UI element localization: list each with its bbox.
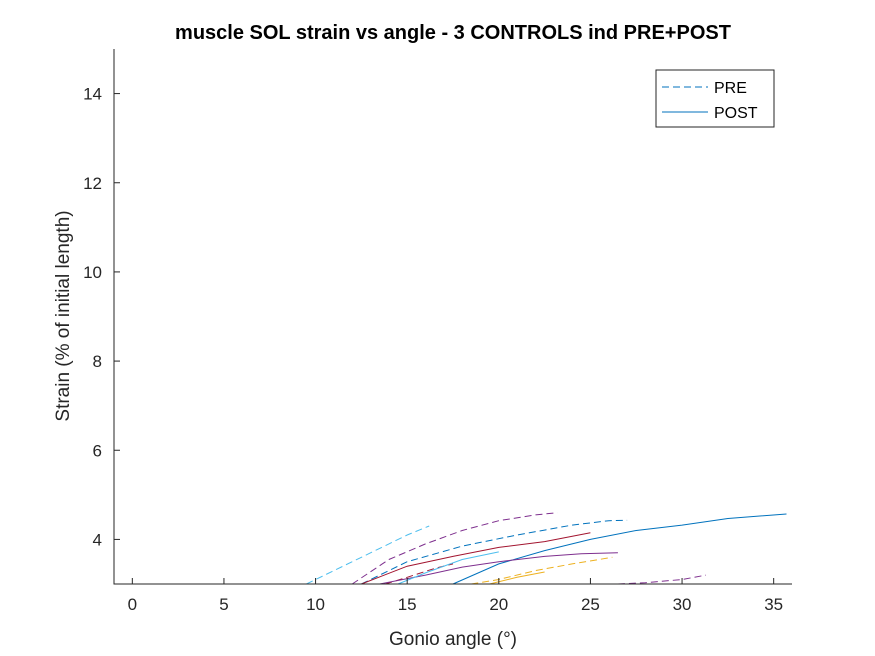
x-tick-label: 20 xyxy=(489,595,508,614)
series-line-post-7 xyxy=(361,532,591,585)
series-line-pre-3 xyxy=(471,556,613,585)
y-axis-ticks: 4 6 8 10 12 14 xyxy=(83,85,120,549)
chart-title: muscle SOL strain vs angle - 3 CONTROLS … xyxy=(175,22,731,44)
x-tick-label: 10 xyxy=(306,595,325,614)
y-tick-label: 14 xyxy=(83,85,102,104)
x-axis-ticks: 0 5 10 15 20 25 30 35 xyxy=(128,578,783,614)
plot-series-group xyxy=(306,512,787,585)
x-tick-label: 35 xyxy=(764,595,783,614)
series-line-pre-1 xyxy=(351,512,558,585)
legend: PRE POST xyxy=(655,69,775,128)
series-line-post-10 xyxy=(397,551,499,585)
series-line-post-8 xyxy=(379,552,618,585)
legend-box xyxy=(655,69,775,128)
y-tick-label: 8 xyxy=(93,352,102,371)
y-axis-label: Strain (% of initial length) xyxy=(53,210,74,421)
x-axis-label: Gonio angle (°) xyxy=(389,629,517,650)
x-tick-label: 5 xyxy=(219,595,228,614)
x-tick-label: 0 xyxy=(128,595,137,614)
series-line-pre-2 xyxy=(361,519,628,585)
x-tick-label: 25 xyxy=(581,595,600,614)
y-tick-label: 10 xyxy=(83,263,102,282)
x-tick-label: 30 xyxy=(673,595,692,614)
legend-label-pre: PRE xyxy=(714,80,747,97)
x-tick-label: 15 xyxy=(398,595,417,614)
series-line-post-6 xyxy=(452,513,787,585)
y-tick-label: 12 xyxy=(83,174,102,193)
axis-lines xyxy=(113,49,792,585)
legend-label-post: POST xyxy=(714,105,758,122)
y-tick-label: 6 xyxy=(93,441,102,460)
y-tick-label: 4 xyxy=(93,530,102,549)
series-line-post-9 xyxy=(489,571,545,585)
series-line-pre-0 xyxy=(306,525,430,585)
series-line-pre-4 xyxy=(617,574,706,585)
